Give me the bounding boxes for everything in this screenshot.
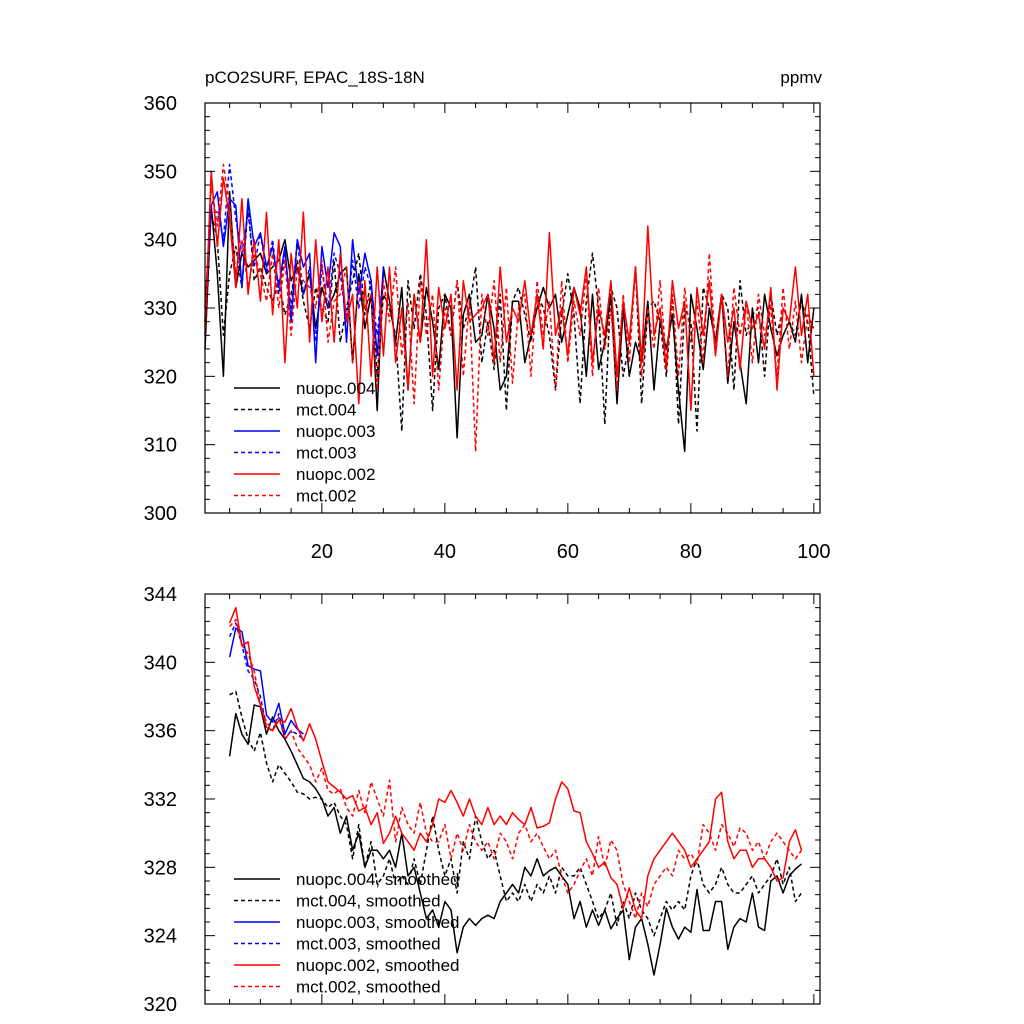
- y-tick-label: 300: [144, 503, 177, 525]
- series-nuopc-004-smoothed: [228, 704, 802, 976]
- series-nuopc-003-smoothed: [228, 627, 304, 735]
- series-nuopc-002-smoothed: [228, 606, 803, 920]
- legend-label-nuopc-004-smoothed: nuopc.004, smoothed: [296, 870, 460, 889]
- legend-label-mct-004: mct.004: [296, 401, 356, 420]
- series-nuopc-002: [204, 170, 815, 412]
- legend-label-nuopc-003: nuopc.003: [296, 422, 375, 441]
- series-mct-003: [204, 163, 385, 343]
- legend: nuopc.004 mct.004 nuopc.003 mct.003 nuopc.00…: [234, 379, 375, 506]
- legend-label-nuopc-002: nuopc.002: [296, 465, 375, 484]
- x-tick-label: 80: [680, 541, 702, 563]
- series-mct-002-smoothed: [229, 618, 803, 920]
- y-tick-label: 320: [144, 994, 177, 1016]
- y-tick-label: 328: [144, 857, 177, 879]
- plot-frame: [204, 593, 821, 1005]
- units-label: ppmv: [780, 68, 822, 87]
- y-tick-label: 324: [144, 926, 177, 948]
- y-tick-label: 344: [144, 584, 177, 606]
- legend: nuopc.004, smoothed mct.004, smoothed nuop…: [234, 870, 460, 997]
- legend-label-mct-004-smoothed: mct.004, smoothed: [296, 892, 441, 911]
- x-tick-label: 20: [311, 541, 333, 563]
- legend-label-mct-002-smoothed: mct.002, smoothed: [296, 978, 441, 997]
- x-tick-label: 100: [797, 541, 830, 563]
- y-tick-label: 360: [144, 93, 177, 115]
- chart-title: pCO2SURF, EPAC_18S-18N: [205, 68, 425, 87]
- y-tick-label: 350: [144, 161, 177, 183]
- smoothed-panel: 320 324 328 332 336 340 344 nuopc.004, smoothe…: [144, 584, 821, 1016]
- legend-label-nuopc-004: nuopc.004: [296, 379, 375, 398]
- y-tick-label: 340: [144, 230, 177, 252]
- y-tick-label: 340: [144, 652, 177, 674]
- series-mct-004-smoothed: [229, 690, 803, 937]
- y-tick-label: 310: [144, 435, 177, 457]
- y-tick-label: 332: [144, 789, 177, 811]
- legend-label-nuopc-003-smoothed: nuopc.003, smoothed: [296, 913, 460, 932]
- plot-frame: [204, 102, 821, 514]
- legend-label-mct-003-smoothed: mct.003, smoothed: [296, 935, 441, 954]
- x-tick-label: 40: [434, 541, 456, 563]
- raw-panel: pCO2SURF, EPAC_18S-18N ppmv 300 310 320 330…: [144, 68, 831, 563]
- legend-label-nuopc-002-smoothed: nuopc.002, smoothed: [296, 956, 460, 975]
- y-tick-label: 330: [144, 298, 177, 320]
- series-layer: [204, 163, 815, 453]
- tick-layer: 300 310 320 330 340 350 360 20 40 60 80 100: [144, 93, 831, 563]
- y-tick-label: 336: [144, 721, 177, 743]
- x-tick-label: 60: [557, 541, 579, 563]
- y-tick-label: 320: [144, 366, 177, 388]
- series-layer: [228, 606, 803, 976]
- legend-label-mct-002: mct.002: [296, 487, 356, 506]
- legend-label-mct-003: mct.003: [296, 444, 356, 463]
